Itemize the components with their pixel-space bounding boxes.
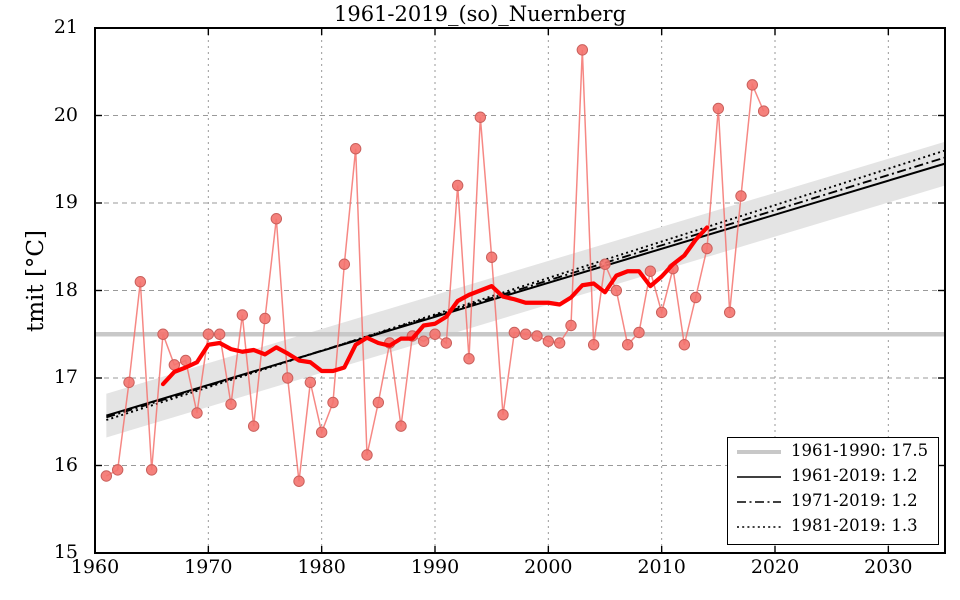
legend-label-3: 1981-2019: 1.3 bbox=[791, 516, 918, 535]
page-title: 1961-2019_(so)_Nuernberg bbox=[333, 2, 627, 26]
x-tick-label-1980: 1980 bbox=[297, 556, 346, 578]
y-tick-label-19: 19 bbox=[53, 191, 78, 213]
x-tick-label-2000: 2000 bbox=[524, 556, 573, 578]
x-tick-label-2020: 2020 bbox=[750, 556, 800, 578]
legend-swatch-icon-2 bbox=[736, 494, 782, 508]
x-tick-label-1960: 1960 bbox=[70, 556, 120, 578]
x-tick-label-2030: 2030 bbox=[864, 556, 913, 578]
x-tick-label-2010: 2010 bbox=[637, 556, 686, 578]
legend-swatch-icon-3 bbox=[736, 519, 782, 533]
y-tick-label-16: 16 bbox=[53, 453, 78, 476]
legend-label-2: 1971-2019: 1.2 bbox=[791, 491, 918, 510]
running-mean-line bbox=[160, 225, 710, 387]
y-axis-label-container: tmit [°C] bbox=[2, 0, 49, 600]
legend-item-3: 1981-2019: 1.3 bbox=[728, 513, 938, 538]
x-tick-label-1990: 1990 bbox=[410, 556, 460, 578]
y-tick-label-15: 15 bbox=[53, 541, 78, 563]
y-tick-label-20: 20 bbox=[53, 103, 78, 126]
legend-swatch-icon-0 bbox=[736, 444, 782, 458]
y-tick-label-18: 18 bbox=[53, 278, 78, 301]
axes-frame bbox=[94, 27, 946, 554]
legend-label-1: 1961-2019: 1.2 bbox=[791, 466, 918, 485]
legend-item-0: 1961-1990: 17.5 bbox=[728, 438, 938, 463]
legend-item-2: 1971-2019: 1.2 bbox=[728, 488, 938, 513]
legend: 1961-1990: 17.5 1961-2019: 1.2 1971-2019: … bbox=[727, 437, 939, 545]
y-tick-label-21: 21 bbox=[53, 16, 78, 38]
legend-item-1: 1961-2019: 1.2 bbox=[728, 463, 938, 488]
legend-swatch-icon-1 bbox=[736, 469, 782, 483]
annual-markers bbox=[100, 44, 770, 487]
trend-lines bbox=[106, 149, 946, 421]
y-tick-label-17: 17 bbox=[53, 366, 78, 388]
x-tick-label-1970: 1970 bbox=[184, 556, 233, 578]
legend-label-0: 1961-1990: 17.5 bbox=[791, 441, 929, 460]
